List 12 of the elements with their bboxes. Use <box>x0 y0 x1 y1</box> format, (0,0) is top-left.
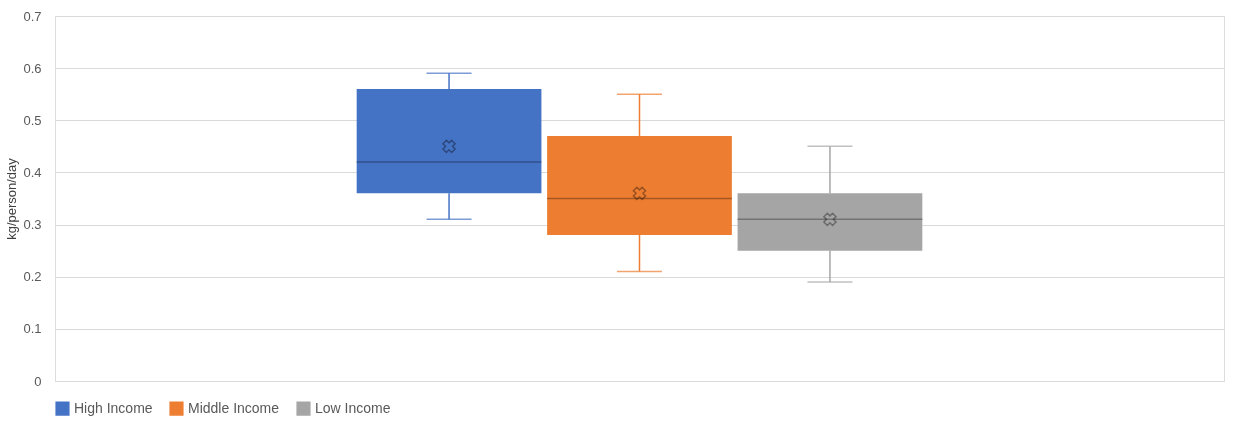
y-axis-title: kg/person/day <box>4 157 20 240</box>
y-tick-label: 0 <box>34 373 42 389</box>
legend-label: Low Income <box>315 399 391 416</box>
y-tick-label: 0.5 <box>23 112 42 128</box>
y-tick-label: 0.1 <box>23 321 42 337</box>
y-tick-label: 0.2 <box>23 269 42 285</box>
y-tick-label: 0.3 <box>23 217 42 233</box>
y-tick-label: 0.6 <box>23 60 42 76</box>
legend-label: Middle Income <box>188 399 280 416</box>
legend-label: High Income <box>74 399 153 416</box>
y-tick-label: 0.7 <box>23 8 42 24</box>
y-tick-label: 0.4 <box>23 164 42 180</box>
